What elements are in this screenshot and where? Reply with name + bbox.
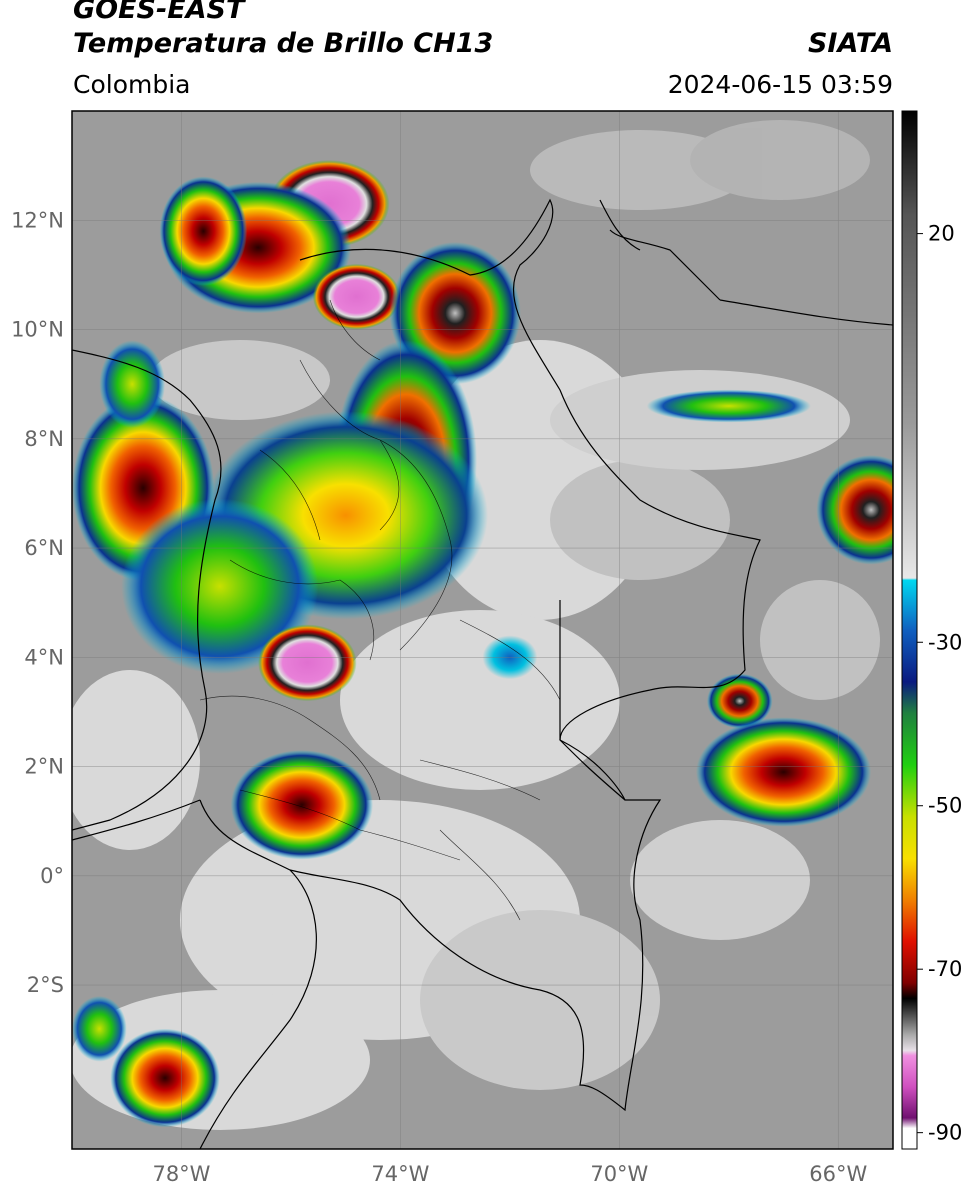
lat-tick-label: 8°N xyxy=(24,427,64,451)
storm-cell-3 xyxy=(312,263,401,330)
region-label: Colombia xyxy=(73,70,191,99)
convection-layer xyxy=(72,160,893,1128)
lat-tick-label: 2°S xyxy=(27,973,64,997)
storm-cell-16 xyxy=(99,340,166,428)
brand-label: SIATA xyxy=(807,28,893,59)
colorbar: 20 -30 -50 -70 -90 xyxy=(901,110,962,1150)
storm-cell-18 xyxy=(646,389,811,423)
lon-tick-label: 78°W xyxy=(152,1162,210,1186)
lon-tick-label: 70°W xyxy=(590,1162,648,1186)
colorbar-tick-label: -30 xyxy=(928,630,962,654)
satellite-title: GOES-EAST xyxy=(73,0,245,25)
lat-tick-label: 10°N xyxy=(11,318,64,342)
cloud-layer xyxy=(72,120,880,1130)
storm-cell-14 xyxy=(110,1028,220,1128)
lat-tick-label: 4°N xyxy=(24,645,64,669)
country-boundaries xyxy=(72,198,893,1149)
latitude-tick-labels: 12°N 10°N 8°N 6°N 4°N 2°N 0° 2°S xyxy=(11,208,64,997)
longitude-tick-labels: 78°W 74°W 70°W 66°W xyxy=(152,1162,867,1186)
storm-cell-12 xyxy=(695,717,872,827)
lat-tick-label: 0° xyxy=(40,864,64,888)
storm-cell-13 xyxy=(816,455,893,565)
map-frame xyxy=(71,110,894,1150)
storm-cell-11 xyxy=(706,673,773,729)
lon-tick-label: 74°W xyxy=(371,1162,429,1186)
product-title: Temperatura de Brillo CH13 xyxy=(73,28,494,59)
lat-tick-label: 2°N xyxy=(24,755,64,779)
storm-cell-9 xyxy=(258,624,357,702)
colorbar-tick-label: 20 xyxy=(928,222,955,246)
colorbar-ramp xyxy=(901,110,918,1150)
colorbar-tick-labels: 20 -30 -50 -70 -90 xyxy=(917,222,962,1145)
lat-tick-label: 6°N xyxy=(24,536,64,560)
colorbar-tick-label: -90 xyxy=(928,1121,962,1145)
department-boundaries xyxy=(199,299,561,921)
colorbar-tick-label: -50 xyxy=(928,794,962,818)
lat-tick-label: 12°N xyxy=(11,208,64,232)
colorbar-tick-label: -70 xyxy=(928,957,962,981)
storm-cell-15 xyxy=(72,995,127,1062)
datetime-label: 2024-06-15 03:59 xyxy=(667,70,893,99)
storm-cell-10 xyxy=(230,750,374,860)
storm-cell-8 xyxy=(121,498,319,674)
lon-tick-label: 66°W xyxy=(809,1162,867,1186)
storm-cell-2 xyxy=(159,176,248,286)
